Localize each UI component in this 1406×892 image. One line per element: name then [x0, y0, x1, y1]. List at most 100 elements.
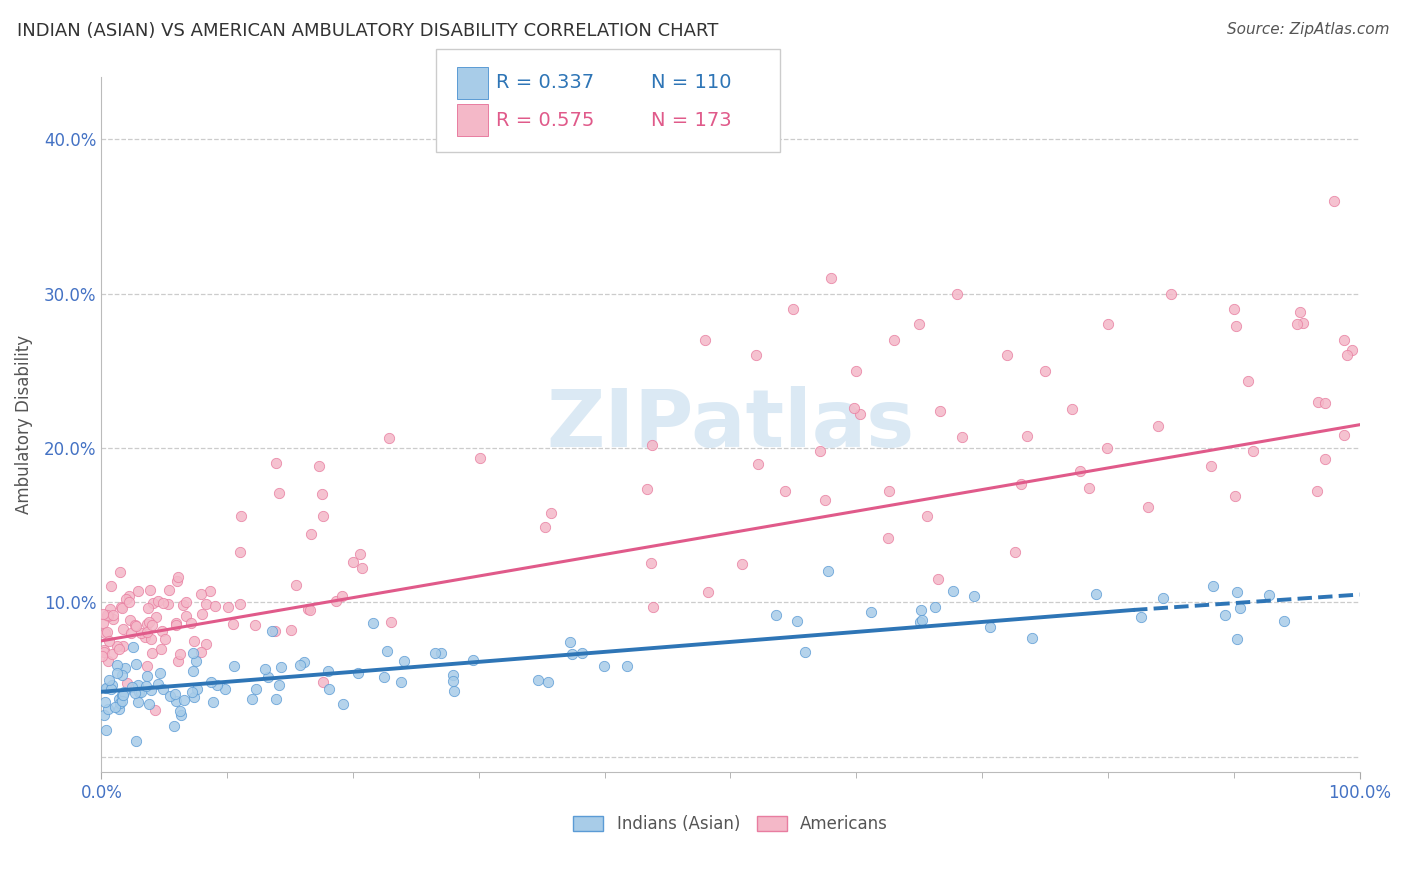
Point: [1078, 481, 1101, 495]
Point: [288, 657, 311, 672]
Point: [1010, 477, 1032, 491]
Point: [96, 608, 118, 623]
Point: [378, 431, 401, 445]
Point: [1315, 396, 1337, 410]
Point: [262, 624, 284, 639]
Point: [731, 557, 754, 571]
Point: [204, 599, 226, 613]
Point: [267, 485, 290, 500]
Point: [616, 659, 638, 673]
Point: [330, 590, 353, 604]
Point: [1097, 318, 1119, 332]
Point: [1004, 544, 1026, 558]
Point: [908, 615, 931, 629]
Point: [111, 600, 134, 615]
Point: [159, 689, 181, 703]
Point: [107, 692, 129, 706]
Point: [534, 520, 557, 534]
Point: [264, 456, 287, 470]
Point: [995, 348, 1018, 362]
Point: [299, 527, 322, 541]
Point: [170, 708, 193, 723]
Point: [347, 665, 370, 680]
Text: R = 0.575: R = 0.575: [496, 111, 595, 130]
Point: [782, 301, 804, 316]
Point: [127, 678, 149, 692]
Point: [1225, 319, 1247, 334]
Point: [122, 640, 145, 654]
Point: [214, 682, 236, 697]
Point: [112, 623, 135, 637]
Point: [1323, 194, 1346, 208]
Point: [1225, 489, 1247, 503]
Point: [166, 570, 188, 584]
Point: [1313, 452, 1336, 467]
Point: [157, 583, 180, 598]
Point: [245, 618, 267, 632]
Point: [389, 675, 412, 690]
Point: [240, 691, 263, 706]
Point: [112, 684, 135, 698]
Point: [285, 577, 308, 591]
Point: [1333, 334, 1355, 348]
Point: [876, 531, 898, 545]
Point: [93, 645, 115, 659]
Point: [1213, 607, 1236, 622]
Point: [98, 633, 121, 648]
Point: [169, 648, 191, 662]
Point: [143, 703, 166, 717]
Point: [423, 646, 446, 660]
Point: [349, 548, 371, 562]
Point: [93, 643, 115, 657]
Point: [118, 594, 141, 608]
Point: [174, 595, 197, 609]
Point: [394, 654, 416, 668]
Point: [380, 615, 402, 629]
Point: [1021, 632, 1043, 646]
Point: [558, 634, 581, 648]
Point: [270, 659, 292, 673]
Point: [149, 641, 172, 656]
Point: [142, 597, 165, 611]
Point: [172, 598, 194, 612]
Point: [927, 572, 949, 586]
Point: [194, 597, 217, 611]
Point: [186, 681, 208, 696]
Text: INDIAN (ASIAN) VS AMERICAN AMBULATORY DISABILITY CORRELATION CHART: INDIAN (ASIAN) VS AMERICAN AMBULATORY DI…: [17, 22, 718, 40]
Point: [1130, 609, 1153, 624]
Point: [105, 657, 128, 672]
Point: [183, 664, 205, 678]
Point: [103, 700, 125, 714]
Point: [1306, 395, 1329, 409]
Point: [184, 654, 207, 668]
Point: [883, 333, 905, 347]
Point: [441, 668, 464, 682]
Point: [312, 508, 335, 523]
Point: [1336, 348, 1358, 362]
Legend: Indians (Asian), Americans: Indians (Asian), Americans: [574, 815, 887, 833]
Point: [773, 483, 796, 498]
Point: [155, 632, 177, 647]
Point: [1160, 286, 1182, 301]
Point: [129, 685, 152, 699]
Point: [1305, 484, 1327, 499]
Point: [1292, 316, 1315, 330]
Point: [316, 664, 339, 678]
Point: [176, 609, 198, 624]
Point: [120, 625, 142, 640]
Point: [110, 600, 132, 615]
Point: [180, 685, 202, 699]
Point: [135, 679, 157, 693]
Point: [640, 556, 662, 570]
Point: [101, 647, 124, 661]
Point: [101, 612, 124, 626]
Point: [100, 579, 122, 593]
Point: [844, 401, 866, 416]
Point: [148, 677, 170, 691]
Point: [229, 598, 252, 612]
Point: [848, 408, 870, 422]
Point: [105, 639, 128, 653]
Point: [332, 697, 354, 711]
Point: [166, 654, 188, 668]
Point: [441, 674, 464, 689]
